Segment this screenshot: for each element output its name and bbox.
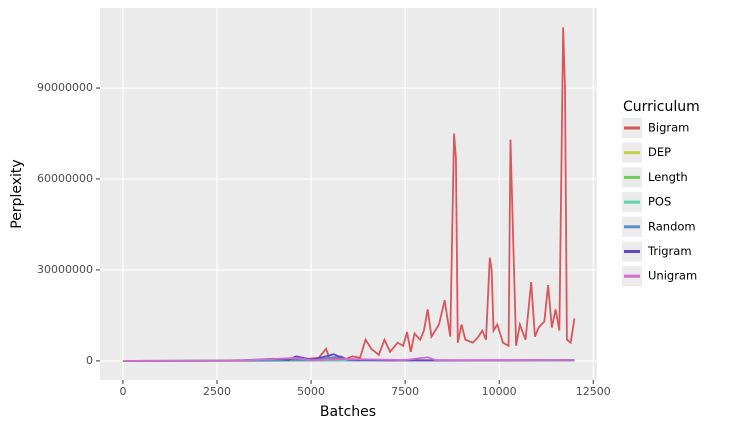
plot-panel: [100, 8, 597, 380]
x-axis-title: Batches: [320, 404, 376, 420]
legend-label: POS: [648, 195, 671, 209]
legend-label: Random: [648, 219, 696, 233]
x-tick-label: 12500: [576, 385, 611, 398]
y-axis-title: Perplexity: [9, 159, 25, 228]
legend-label: Bigram: [648, 121, 689, 135]
series-line: [122, 27, 576, 362]
legend-label: Length: [648, 170, 688, 184]
legend-label: Trigram: [647, 244, 692, 258]
x-tick-label: 10000: [482, 385, 517, 398]
y-tick-label: 60000000: [37, 172, 93, 185]
x-tick-label: 0: [119, 385, 126, 398]
x-tick-label: 2500: [203, 385, 231, 398]
y-tick-label: 0: [86, 354, 93, 367]
x-tick-label: 5000: [297, 385, 325, 398]
y-tick-label: 90000000: [37, 81, 93, 94]
legend-label: Unigram: [648, 269, 697, 283]
x-tick-label: 7500: [391, 385, 419, 398]
series-line: [122, 356, 575, 362]
y-tick-label: 30000000: [37, 263, 93, 276]
legend-label: DEP: [648, 145, 671, 159]
legend-title: Curriculum: [623, 99, 700, 115]
